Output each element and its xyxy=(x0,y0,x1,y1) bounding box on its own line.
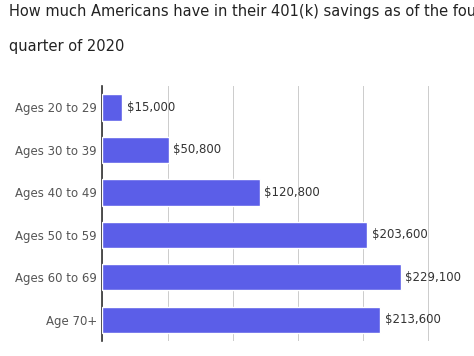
Bar xyxy=(102,264,401,290)
Text: quarter of 2020: quarter of 2020 xyxy=(9,39,125,54)
Text: $213,600: $213,600 xyxy=(385,313,441,326)
Text: $15,000: $15,000 xyxy=(127,101,175,114)
Text: How much Americans have in their 401(k) savings as of the fourth: How much Americans have in their 401(k) … xyxy=(9,4,474,19)
Text: $203,600: $203,600 xyxy=(372,228,428,241)
Bar xyxy=(102,179,260,205)
Bar xyxy=(102,222,367,248)
Bar xyxy=(102,137,169,163)
Text: $50,800: $50,800 xyxy=(173,143,221,156)
Text: $229,100: $229,100 xyxy=(405,271,461,284)
Bar xyxy=(102,94,122,121)
Bar xyxy=(102,307,381,333)
Text: $120,800: $120,800 xyxy=(264,186,320,199)
